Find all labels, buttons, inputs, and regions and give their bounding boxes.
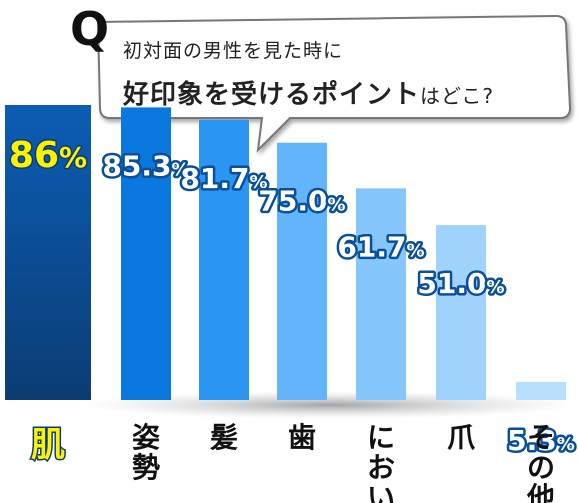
bar-6 [436, 225, 486, 400]
svg-text:姿勢: 姿勢 [132, 421, 160, 484]
value-label-3: 81.7% [180, 162, 267, 195]
question-mark-q: Q [70, 2, 110, 56]
bar-group [5, 105, 566, 401]
value-label-4: 75.0% [258, 185, 345, 218]
bar-7 [516, 381, 566, 400]
category-label-5: におい [367, 421, 395, 503]
value-label-6: 51.0% [417, 267, 504, 300]
svg-text:歯: 歯 [288, 421, 316, 454]
category-label-6: 爪 [447, 421, 476, 454]
question-tail: はどこ? [420, 84, 495, 108]
value-label-1: 86% [9, 135, 87, 176]
question-emphasis: 好印象を受けるポイント [123, 80, 421, 110]
question-line-1: 初対面の男性を見た時に [123, 40, 344, 62]
category-label-group: 肌 姿勢 髪 歯 におい 爪 その他 [30, 421, 556, 503]
bar-3 [199, 119, 249, 400]
value-label-2: 85.3% [102, 149, 189, 182]
bar-2 [121, 107, 171, 401]
question-bubble [96, 14, 572, 153]
svg-text:髪: 髪 [209, 421, 238, 454]
bar-4 [277, 142, 327, 401]
category-label-7: その他 [526, 421, 555, 503]
value-label-7: 5.3% [507, 424, 575, 457]
category-label-1: 肌 [30, 424, 67, 467]
category-label-3: 髪 [209, 421, 238, 454]
question-line-2: 好印象を受けるポイントはどこ? [123, 74, 494, 111]
bar-1 [5, 105, 91, 400]
category-label-2: 姿勢 [132, 421, 160, 484]
bar-5 [356, 188, 406, 400]
value-label-group: 86% 85.3%81.7%75.0% 61.7% 51.0% 5.3% [7, 134, 577, 460]
category-label-4: 歯 [288, 421, 316, 454]
value-label-5: 61.7% [337, 230, 424, 263]
svg-text:その他: その他 [526, 421, 555, 503]
svg-text:肌: 肌 [31, 425, 65, 465]
svg-text:爪: 爪 [447, 421, 476, 454]
svg-text:におい: におい [367, 421, 395, 503]
